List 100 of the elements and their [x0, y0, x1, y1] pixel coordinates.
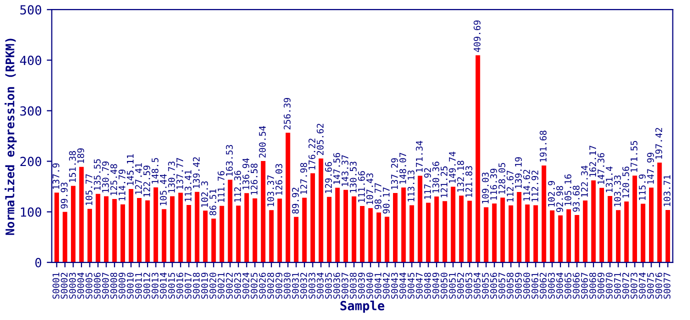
data-label: 163.53 [226, 145, 233, 176]
bar [640, 204, 646, 262]
x-tick-label: S0068 [589, 272, 596, 299]
bar [87, 208, 92, 262]
x-tick-label: S0005 [86, 272, 92, 299]
x-tick-label: S0021 [218, 272, 225, 299]
data-label: 149.74 [448, 152, 456, 183]
bar [70, 186, 76, 262]
data-label: 127.41 [135, 163, 142, 194]
data-label: 137.29 [391, 158, 398, 190]
bar [352, 196, 356, 262]
y-tick-label: 200 [20, 156, 42, 166]
bar [591, 180, 596, 262]
x-tick-label: S0025 [250, 272, 258, 299]
data-label: 122.59 [143, 166, 150, 197]
x-tick-label: S0009 [118, 272, 126, 299]
y-tick-label: 500 [20, 5, 42, 15]
data-label: 200.54 [258, 126, 266, 158]
bar [401, 188, 406, 262]
bar [608, 196, 612, 262]
bar [558, 215, 563, 262]
bar [302, 198, 307, 262]
x-tick-label: S0019 [201, 272, 208, 299]
x-tick-label: S0020 [209, 272, 216, 299]
data-label: 107.43 [366, 173, 374, 204]
x-tick-label: S0063 [548, 272, 555, 299]
x-tick-label: S0018 [192, 272, 200, 299]
data-label: 93.68 [572, 186, 580, 212]
y-tick-label: 300 [20, 106, 42, 116]
bar [335, 188, 340, 262]
x-tick-label: S0045 [408, 272, 414, 299]
x-tick-label: S0065 [564, 272, 572, 299]
x-tick-label: S0062 [540, 272, 547, 299]
x-tick-label: S0031 [292, 272, 299, 299]
data-label: 145.11 [126, 154, 134, 186]
data-label: 89.92 [292, 188, 299, 214]
data-label: 92.98 [556, 186, 564, 212]
data-label: 112.67 [506, 170, 514, 202]
data-label: 191.68 [540, 130, 547, 162]
bar [162, 209, 166, 262]
bar [54, 192, 59, 262]
data-label: 171.34 [416, 140, 423, 172]
x-tick-label: S0044 [399, 272, 406, 299]
bar [277, 198, 282, 262]
bar [203, 210, 208, 262]
data-label: 105.77 [86, 174, 92, 206]
data-label: 127.98 [300, 162, 308, 194]
data-label: 103.37 [267, 175, 274, 206]
data-label: 131.4 [606, 166, 613, 192]
data-label: 122.34 [581, 166, 588, 197]
bar [525, 204, 530, 262]
data-label: 98.77 [374, 183, 382, 210]
bar [599, 188, 604, 262]
data-label: 105.44 [160, 174, 167, 206]
bar [649, 188, 654, 262]
bar [533, 205, 538, 262]
bar [500, 198, 505, 262]
x-tick-label: S0023 [234, 272, 242, 299]
data-label: 136.94 [242, 158, 250, 190]
data-label: 135.55 [94, 159, 101, 190]
data-label: 139.42 [192, 157, 200, 188]
bar [286, 132, 290, 262]
bar [120, 204, 126, 262]
y-tick-label: 0 [35, 258, 42, 268]
bar [318, 158, 324, 262]
bar [104, 196, 109, 262]
x-tick-label: S0040 [366, 272, 374, 299]
bar [194, 192, 200, 262]
bar [574, 215, 580, 262]
bar [228, 180, 232, 262]
bar [410, 205, 414, 262]
data-label: 109.03 [482, 172, 489, 204]
bar [220, 206, 224, 262]
x-tick-label: S0073 [630, 272, 638, 299]
bar [508, 205, 514, 262]
bar [128, 189, 134, 262]
bar [442, 201, 448, 262]
bar [310, 173, 315, 262]
x-tick-label: S0055 [482, 272, 489, 299]
bar [657, 162, 662, 262]
data-label: 132.18 [457, 160, 464, 192]
x-tick-label: S0038 [350, 272, 357, 299]
bar [418, 176, 422, 262]
bar [426, 202, 431, 262]
x-tick-label: S0024 [242, 272, 250, 299]
bar [178, 192, 183, 262]
y-tick-label: 400 [20, 56, 42, 66]
data-label: 130.73 [168, 162, 175, 192]
bar [384, 216, 390, 262]
x-tick-label: S0076 [655, 272, 662, 299]
data-label: 120.56 [622, 166, 630, 198]
x-tick-label: S0030 [284, 272, 291, 299]
data-label: 130.79 [102, 161, 109, 192]
data-label: 162.17 [589, 146, 596, 177]
data-label: 137.77 [176, 158, 184, 189]
x-tick-label: S0032 [300, 272, 308, 299]
data-label: 128.05 [498, 162, 506, 194]
data-label: 147.99 [647, 152, 654, 184]
bar [624, 201, 629, 262]
bar [434, 196, 439, 262]
